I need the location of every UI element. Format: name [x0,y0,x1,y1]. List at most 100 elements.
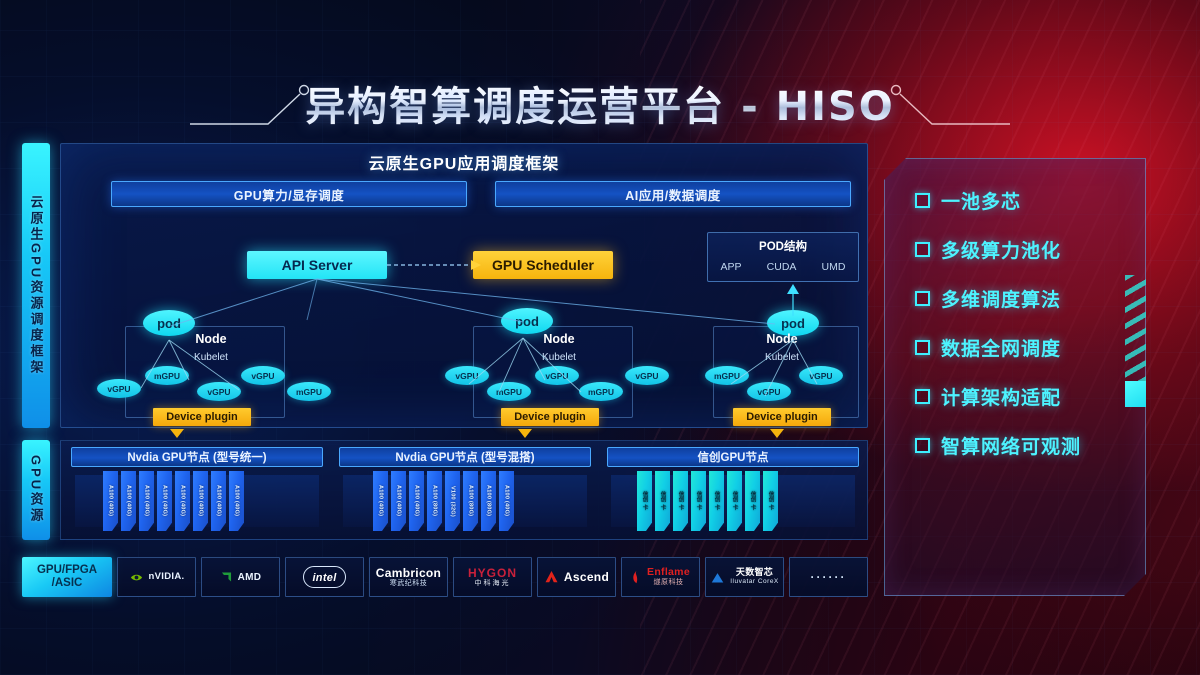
checkbox-icon [915,389,930,404]
vendor-cambricon-subname: 寒武纪科技 [389,579,428,587]
vendor-category-label: GPU/FPGA /ASIC [22,557,112,597]
gpu-1-3[interactable]: vGPU [197,382,241,401]
gpu-card[interactable]: 信创 卡 [745,471,760,531]
api-server-node[interactable]: API Server [247,251,387,279]
vendor-enflame[interactable]: Enflame 燧原科技 [621,557,700,597]
gpu-card-face [373,471,388,531]
checkbox-icon [915,438,930,453]
gpu-card-label: A100 (40G) [161,485,168,517]
gpu-card[interactable]: 信创 卡 [727,471,742,531]
feature-item-2[interactable]: 多级算力池化 [915,236,1131,263]
gpu-card-face [637,471,652,531]
gpu-1-1[interactable]: vGPU [97,379,141,398]
device-plugin-2-label: Device plugin [514,411,586,423]
feature-item-5-label: 计算架构适配 [941,388,1062,409]
gpu-card[interactable]: A100 (40G) [139,471,154,531]
gpu-card[interactable]: A100 (40G) [391,471,406,531]
gpu-3-2-label: vGPU [757,386,781,397]
gpu-card[interactable]: A100 (40G) [121,471,136,531]
gpu-node-group-2-title: Nvdia GPU节点 (型号混搭) [339,447,591,467]
gpu-3-3[interactable]: vGPU [799,366,843,385]
gpu-scheduler-node[interactable]: GPU Scheduler [473,251,613,279]
gpu-card[interactable]: 信创 卡 [637,471,652,531]
gpu-2-4[interactable]: mGPU [579,382,623,401]
gpu-card[interactable]: A100 (40G) [409,471,424,531]
gpu-1-2[interactable]: mGPU [145,366,189,385]
gpu-card[interactable]: A100 (80G) [427,471,442,531]
framework-heading: 云原生GPU应用调度框架 [368,156,560,173]
vendor-intel[interactable]: intel [285,557,364,597]
node-1-label: Node [195,332,227,346]
bar-gpu-compute-scheduling[interactable]: GPU算力/显存调度 [111,181,467,207]
vendor-cambricon[interactable]: Cambricon 寒武纪科技 [369,557,448,597]
vendor-more[interactable]: ······ [789,557,868,597]
gpu-card[interactable]: A100 (80G) [463,471,478,531]
ascend-mark-icon [545,571,558,583]
pod-structure-item-app: APP [720,261,742,273]
gpu-card-label: A100 (40G) [125,485,132,517]
gpu-2-3[interactable]: vGPU [535,366,579,385]
vendor-ascend[interactable]: Ascend [537,557,616,597]
gpu-2-5[interactable]: vGPU [625,366,669,385]
vendor-amd[interactable]: AMD [201,557,280,597]
checkbox-icon [915,291,930,306]
gpu-card[interactable]: 信创 卡 [709,471,724,531]
gpu-2-5-label: vGPU [635,370,659,381]
sidebar-tab-framework[interactable]: 云原生GPU资源调度框架 [22,143,50,428]
gpu-card[interactable]: 信创 卡 [673,471,688,531]
gpu-2-2[interactable]: mGPU [487,382,531,401]
gpu-card[interactable]: A100 (40G) [157,471,172,531]
feature-item-5[interactable]: 计算架构适配 [915,383,1131,410]
gpu-card-label: A100 (40G) [233,485,240,517]
gpu-card[interactable]: A100 (40G) [175,471,190,531]
gpu-3-1[interactable]: mGPU [705,366,749,385]
gpu-card-label: A100 (40G) [143,485,150,517]
gpu-card-label: 信创 卡 [767,491,774,511]
gpu-card[interactable]: A100 (40G) [211,471,226,531]
vendor-iluvatar[interactable]: 天数智芯 Iluvatar CoreX [705,557,784,597]
gpu-3-2[interactable]: vGPU [747,382,791,401]
gpu-1-4[interactable]: vGPU [241,366,285,385]
feature-item-3[interactable]: 多维调度算法 [915,285,1131,312]
feature-item-6[interactable]: 智算网络可观测 [915,432,1131,459]
gpu-card[interactable]: A100 (40G) [373,471,388,531]
gpu-card-label: A100 (40G) [377,485,384,517]
gpu-card[interactable]: A100 (40G) [499,471,514,531]
arrow-down-3 [770,429,784,438]
vendor-nvidia[interactable]: nVIDIA. [117,557,196,597]
gpu-card-label: A100 (80G) [485,485,492,517]
bar-ai-app-data-scheduling[interactable]: AI应用/数据调度 [495,181,851,207]
gpu-2-1[interactable]: vGPU [445,366,489,385]
gpu-card[interactable]: 信创 卡 [763,471,778,531]
gpu-card[interactable]: 信创 卡 [655,471,670,531]
vendor-hygon[interactable]: HYGON 中科海光 [453,557,532,597]
gpu-card[interactable]: V100 (32G) [445,471,460,531]
gpu-card[interactable]: A100 (80G) [481,471,496,531]
device-plugin-2[interactable]: Device plugin [501,408,599,426]
page-title: 异构智算调度运营平台 - HISO [305,74,895,132]
gpu-resource-panel: Nvdia GPU节点 (型号统一) A100 (40G) A100 (40G)… [60,440,868,540]
device-plugin-3-label: Device plugin [746,411,818,423]
feature-item-2-label: 多级算力池化 [941,241,1062,262]
pod-structure-item-umd: UMD [821,261,846,273]
gpu-card[interactable]: A100 (40G) [103,471,118,531]
gpu-1-3-label: vGPU [207,386,231,397]
pod-node-2[interactable]: pod [501,308,553,334]
device-plugin-3[interactable]: Device plugin [733,408,831,426]
gpu-card-label: 信创 卡 [695,491,702,511]
gpu-3-1-label: mGPU [714,370,740,381]
feature-item-4[interactable]: 数据全网调度 [915,334,1131,361]
gpu-card[interactable]: A100 (40G) [229,471,244,531]
device-plugin-1-label: Device plugin [166,411,238,423]
sidebar-tab-gpu-resource[interactable]: GPU资源 [22,440,50,540]
gpu-card[interactable]: A100 (40G) [193,471,208,531]
gpu-1-1-label: vGPU [107,383,131,394]
checkbox-icon [915,193,930,208]
gpu-card[interactable]: 信创 卡 [691,471,706,531]
device-plugin-1[interactable]: Device plugin [153,408,251,426]
sidebar-tab-framework-label: 云原生GPU资源调度框架 [28,194,44,377]
feature-item-1[interactable]: 一池多芯 [915,187,1131,214]
iluvatar-mountain-icon [711,572,724,583]
gpu-card-label: 信创 卡 [731,491,738,511]
gpu-1-5[interactable]: mGPU [287,382,331,401]
